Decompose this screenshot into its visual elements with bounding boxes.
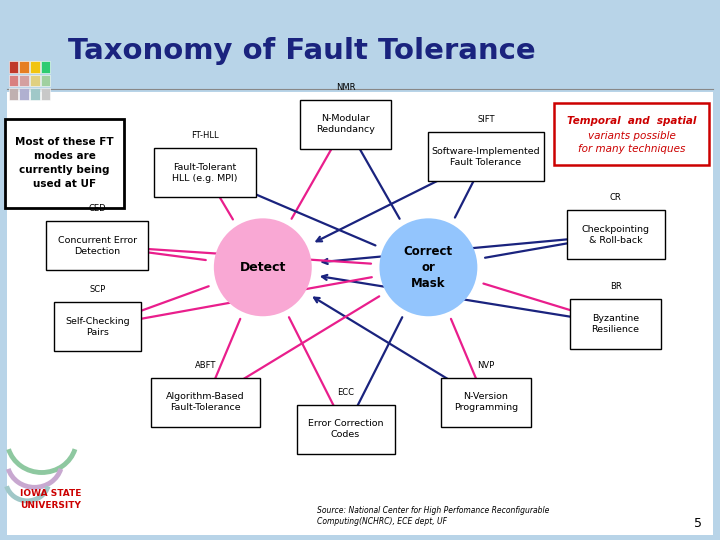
FancyArrowPatch shape	[102, 244, 371, 264]
Text: Fault-Tolerant
HLL (e.g. MPI): Fault-Tolerant HLL (e.g. MPI)	[173, 163, 238, 183]
FancyBboxPatch shape	[567, 211, 665, 260]
Text: IOWA STATE
UNIVERSITY: IOWA STATE UNIVERSITY	[20, 489, 81, 510]
Bar	[41, 88, 50, 100]
Text: ABFT: ABFT	[194, 361, 216, 369]
FancyArrowPatch shape	[483, 284, 611, 323]
FancyArrowPatch shape	[210, 174, 375, 246]
Bar	[9, 75, 18, 86]
FancyBboxPatch shape	[154, 148, 256, 197]
Text: FT-HLL: FT-HLL	[192, 131, 219, 140]
FancyBboxPatch shape	[554, 103, 709, 165]
Text: SCP: SCP	[89, 285, 105, 294]
FancyArrowPatch shape	[207, 319, 240, 397]
Text: 5: 5	[694, 517, 702, 530]
FancyArrowPatch shape	[102, 277, 372, 327]
Bar	[19, 75, 29, 86]
Bar	[41, 75, 50, 86]
Text: SIFT: SIFT	[477, 115, 495, 124]
Text: Source: National Center for High Perfomance Reconfigurable
Computing(NCHRC), ECE: Source: National Center for High Perfoma…	[317, 505, 549, 526]
Ellipse shape	[379, 218, 477, 316]
Ellipse shape	[214, 218, 312, 316]
Text: Correct
or
Mask: Correct or Mask	[404, 245, 453, 290]
Text: N-Modular
Redundancy: N-Modular Redundancy	[316, 114, 375, 134]
FancyBboxPatch shape	[46, 221, 148, 270]
FancyBboxPatch shape	[300, 99, 391, 148]
Text: Taxonomy of Fault Tolerance: Taxonomy of Fault Tolerance	[68, 37, 536, 65]
Bar	[9, 61, 18, 73]
Text: Temporal  and  spatial: Temporal and spatial	[567, 116, 696, 126]
Text: Most of these FT
modes are
currently being
used at UF: Most of these FT modes are currently bei…	[15, 137, 114, 190]
Text: Concurrent Error
Detection: Concurrent Error Detection	[58, 235, 137, 256]
Text: Detect: Detect	[240, 261, 286, 274]
Text: Software-Implemented
Fault Tolerance: Software-Implemented Fault Tolerance	[432, 146, 540, 167]
Text: variants possible
for many techniques: variants possible for many techniques	[578, 131, 685, 154]
FancyArrowPatch shape	[292, 129, 343, 219]
Text: Error Correction
Codes: Error Correction Codes	[308, 419, 383, 440]
FancyArrowPatch shape	[314, 298, 484, 401]
FancyBboxPatch shape	[54, 302, 141, 351]
Text: Self-Checking
Pairs: Self-Checking Pairs	[65, 316, 130, 337]
FancyArrowPatch shape	[485, 234, 611, 258]
FancyArrowPatch shape	[455, 161, 484, 218]
Bar	[30, 61, 40, 73]
Text: BR: BR	[610, 282, 621, 292]
Text: Byzantine
Resilience: Byzantine Resilience	[592, 314, 639, 334]
Text: Checkpointing
& Roll-back: Checkpointing & Roll-back	[582, 225, 649, 245]
FancyArrowPatch shape	[317, 158, 484, 241]
FancyArrowPatch shape	[348, 317, 402, 424]
Bar	[9, 88, 18, 100]
Bar	[30, 75, 40, 86]
FancyBboxPatch shape	[5, 119, 124, 208]
FancyArrowPatch shape	[208, 177, 233, 219]
FancyArrowPatch shape	[289, 317, 343, 424]
Text: CR: CR	[610, 193, 621, 202]
FancyArrowPatch shape	[102, 245, 206, 260]
Text: NVP: NVP	[477, 361, 495, 369]
Bar	[41, 61, 50, 73]
FancyBboxPatch shape	[570, 299, 661, 349]
FancyArrowPatch shape	[210, 296, 379, 400]
Text: N-Version
Programming: N-Version Programming	[454, 392, 518, 413]
FancyBboxPatch shape	[7, 92, 713, 535]
Bar	[19, 61, 29, 73]
Text: ECC: ECC	[337, 388, 354, 396]
FancyArrowPatch shape	[323, 235, 613, 264]
Text: NMR: NMR	[336, 83, 356, 91]
FancyBboxPatch shape	[428, 132, 544, 181]
FancyBboxPatch shape	[441, 378, 531, 427]
FancyArrowPatch shape	[322, 275, 613, 323]
Text: CED: CED	[89, 204, 106, 213]
Bar	[19, 88, 29, 100]
FancyArrowPatch shape	[451, 319, 485, 397]
Text: Algorithm-Based
Fault-Tolerance: Algorithm-Based Fault-Tolerance	[166, 392, 245, 413]
FancyArrowPatch shape	[348, 129, 400, 219]
FancyBboxPatch shape	[297, 405, 395, 454]
Bar	[30, 88, 40, 100]
FancyArrowPatch shape	[102, 286, 209, 326]
FancyBboxPatch shape	[150, 378, 259, 427]
